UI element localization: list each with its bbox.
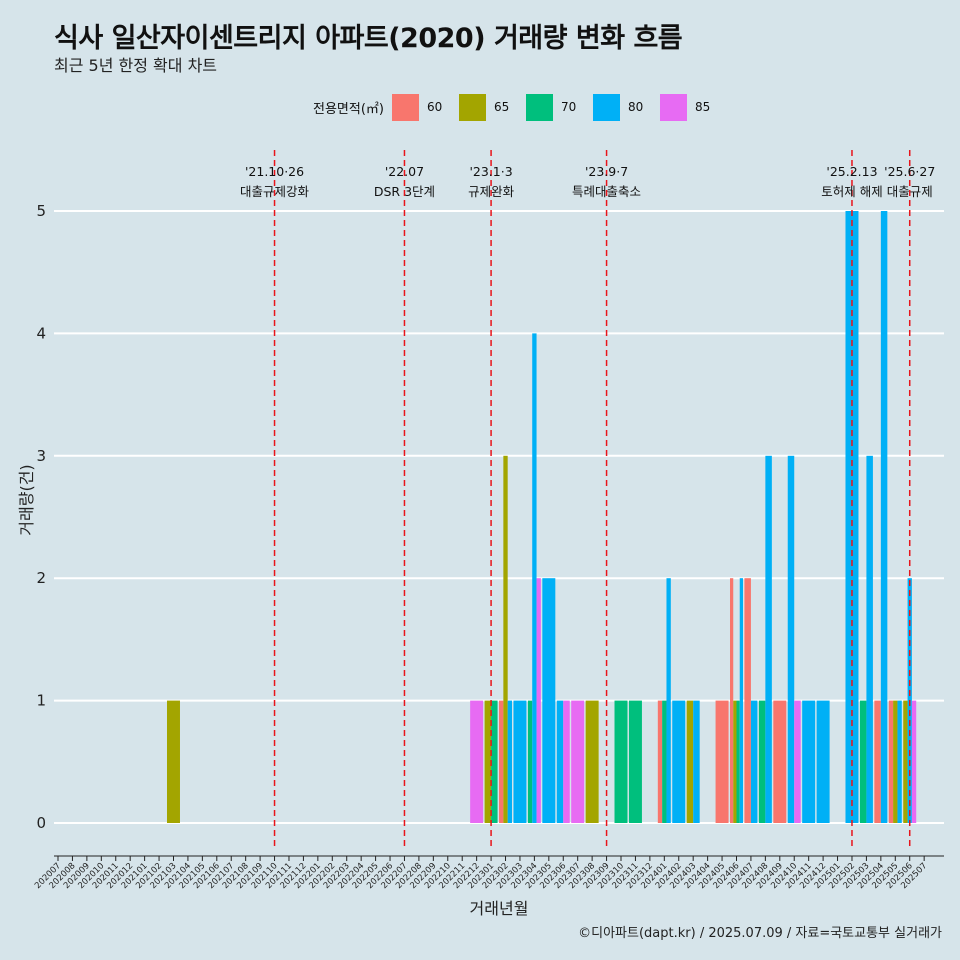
y-tick-label: 5 — [36, 202, 46, 220]
bar-70-202301 — [491, 700, 498, 823]
bar-80-202306 — [556, 700, 564, 823]
bar-85-202304 — [536, 578, 541, 823]
legend-swatch-85 — [659, 93, 687, 121]
legend-label-70: 70 — [560, 100, 577, 114]
y-tick-label: 4 — [36, 324, 46, 342]
bar-85-202212 — [470, 700, 484, 823]
bar-80-202402 — [672, 700, 686, 823]
legend-item-65: 65 — [458, 93, 522, 121]
event-date-label: '23.1·3 — [469, 164, 512, 179]
bar-60-202505 — [888, 700, 894, 823]
legend-label-80: 80 — [627, 100, 644, 114]
bar-60-202409 — [773, 700, 787, 823]
bar-60-202401 — [657, 700, 663, 823]
bar-60-202407 — [744, 578, 751, 823]
legend-label-60: 60 — [426, 100, 443, 114]
y-tick-label: 2 — [36, 569, 46, 587]
chart-title: 식사 일산자이센트리지 아파트(2020) 거래량 변화 흐름 — [54, 23, 683, 54]
bar-65-202505 — [893, 700, 898, 823]
bar-70-202311 — [628, 700, 642, 823]
bar-85-202306 — [563, 700, 570, 823]
y-axis-title: 거래량(건) — [17, 464, 36, 535]
legend-label-65: 65 — [493, 100, 510, 114]
event-name-label: 규제완화 — [468, 184, 515, 199]
legend-title: 전용면적(㎡) — [313, 101, 384, 117]
event-name-label: 대출규제 — [887, 184, 933, 199]
bar-60-202405 — [715, 700, 729, 823]
event-date-label: '25.2.13 — [826, 164, 877, 179]
bar-80-202411 — [802, 700, 816, 823]
bar-65-202506 — [903, 700, 908, 823]
bar-70-202408 — [758, 700, 766, 823]
bar-70-202401 — [662, 700, 667, 823]
legend-swatch-70 — [525, 93, 553, 121]
bar-80-202408 — [765, 455, 772, 823]
legend-item-60: 60 — [391, 93, 455, 121]
bar-65-202406 — [733, 700, 737, 823]
legend-swatch-65 — [458, 93, 486, 121]
bar-60-202504 — [874, 700, 881, 823]
y-tick-label: 1 — [36, 692, 46, 710]
bar-60-202302 — [499, 700, 504, 823]
bar-80-202410 — [787, 455, 795, 823]
bar-80-202407 — [750, 700, 758, 823]
bar-80-202502 — [845, 211, 859, 823]
y-tick-label: 0 — [36, 814, 46, 832]
bar-80-202403 — [693, 700, 700, 823]
bar-65-202103 — [166, 700, 180, 823]
event-date-label: '25.6·27 — [884, 164, 935, 179]
bar-80-202503 — [866, 455, 873, 823]
legend-swatch-60 — [391, 93, 419, 121]
bar-80-202504 — [880, 211, 888, 823]
bar-70-202310 — [614, 700, 628, 823]
bar-80-202401 — [666, 578, 671, 823]
bar-85-202506 — [911, 700, 917, 823]
bar-70-202406 — [736, 700, 740, 823]
legend-label-85: 85 — [694, 100, 711, 114]
bar-65-202301 — [484, 700, 492, 823]
bar-70-202304 — [527, 700, 533, 823]
event-name-label: DSR 3단계 — [374, 184, 435, 199]
bar-65-202302 — [503, 455, 508, 823]
bar-70-202503 — [859, 700, 867, 823]
bar-80-202304 — [532, 333, 537, 823]
bar-65-202403 — [686, 700, 694, 823]
bar-80-202305 — [542, 578, 556, 823]
bar-85-202307 — [571, 700, 585, 823]
x-axis-title: 거래년월 — [470, 899, 529, 918]
y-tick-label: 3 — [36, 447, 46, 465]
event-date-label: '23.9·7 — [585, 164, 628, 179]
bar-65-202308 — [585, 700, 599, 823]
event-name-label: 토허제 해제 — [821, 184, 882, 199]
legend-item-70: 70 — [525, 93, 589, 121]
bar-80-202412 — [816, 700, 830, 823]
source-caption: ©디아파트(dapt.kr) / 2025.07.09 / 자료=국토교통부 실… — [578, 926, 942, 941]
event-date-label: '21.10·26 — [245, 164, 304, 179]
legend-item-85: 85 — [659, 93, 723, 121]
event-date-label: '22.07 — [385, 164, 424, 179]
bar-85-202410 — [794, 700, 801, 823]
legend: 전용면적(㎡) 60 65 70 80 85 — [313, 93, 727, 121]
chart-subtitle: 최근 5년 한정 확대 차트 — [54, 56, 218, 75]
bar-80-202406 — [739, 578, 743, 823]
legend-item-80: 80 — [592, 93, 656, 121]
event-name-label: 대출규제강화 — [240, 184, 310, 199]
bar-80-202302 — [507, 700, 513, 823]
bar-60-202406 — [729, 578, 734, 823]
bar-80-202505 — [897, 700, 902, 823]
event-name-label: 특례대출축소 — [572, 184, 641, 199]
legend-swatch-80 — [592, 93, 620, 121]
bar-80-202303 — [513, 700, 527, 823]
